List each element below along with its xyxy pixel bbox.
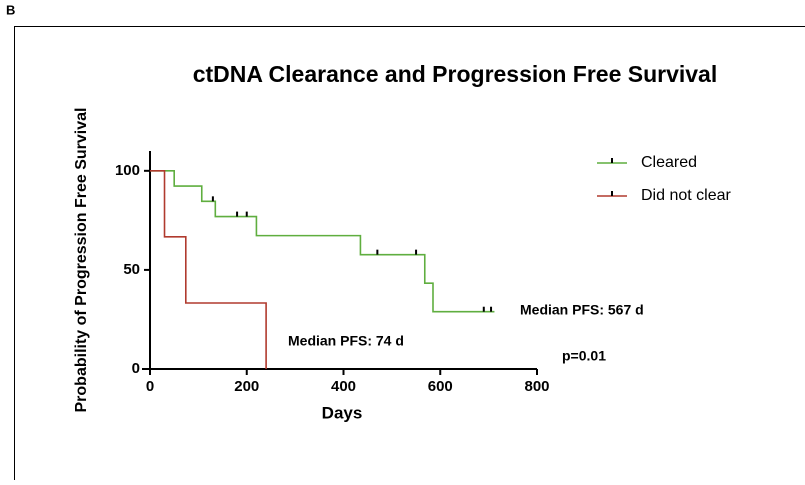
chart-title: ctDNA Clearance and Progression Free Sur… — [193, 61, 718, 87]
y-tick-label: 100 — [115, 162, 140, 179]
x-tick-label: 200 — [234, 378, 259, 395]
y-tick-label: 0 — [132, 360, 140, 377]
x-tick-label: 400 — [331, 378, 356, 395]
x-tick-label: 0 — [146, 378, 154, 395]
x-tick-label: 600 — [428, 378, 453, 395]
panel-border — [15, 27, 805, 481]
legend-label: Did not clear — [641, 187, 731, 204]
annotation: Median PFS: 74 d — [288, 333, 404, 349]
annotation: p=0.01 — [562, 348, 606, 364]
annotation: Median PFS: 567 d — [520, 302, 644, 318]
survival-line — [150, 171, 494, 312]
x-axis-label: Days — [322, 403, 363, 422]
y-tick-label: 50 — [123, 261, 140, 278]
legend-label: Cleared — [641, 154, 697, 171]
panel-label: B — [6, 2, 15, 17]
y-axis-label: Probability of Progression Free Survival — [73, 108, 90, 413]
x-tick-label: 800 — [524, 378, 549, 395]
